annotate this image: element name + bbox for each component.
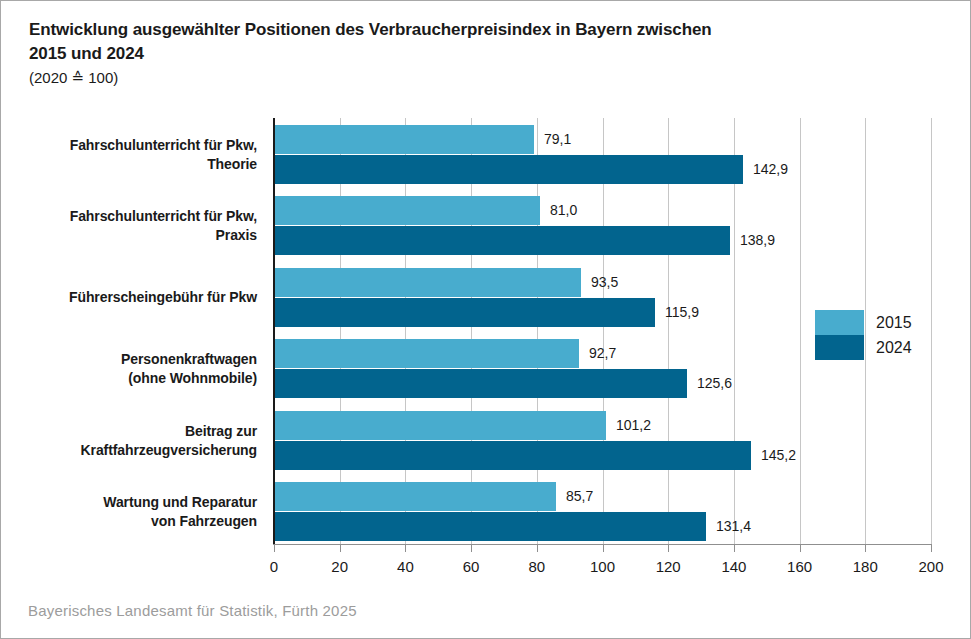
x-tick-label-40: 40 — [383, 558, 427, 575]
x-tick-120 — [668, 544, 669, 552]
x-tick-label-120: 120 — [646, 558, 690, 575]
bar-2015-0 — [274, 125, 534, 154]
x-tick-label-200: 200 — [909, 558, 953, 575]
value-label-2015-5: 85,7 — [566, 482, 593, 511]
category-label-2: Führerscheingebühr für Pkw — [19, 266, 257, 329]
x-tick-20 — [340, 544, 341, 552]
category-label-line: Beitrag zur — [19, 422, 257, 441]
value-label-2015-4: 101,2 — [616, 411, 651, 440]
bar-2024-3 — [274, 369, 687, 398]
bar-2024-5 — [274, 512, 706, 541]
legend-swatch-2015 — [815, 310, 864, 335]
value-label-2015-1: 81,0 — [550, 196, 577, 225]
legend: 20152024 — [815, 310, 912, 360]
x-tick-label-20: 20 — [318, 558, 362, 575]
value-label-2024-1: 138,9 — [740, 226, 775, 255]
x-tick-200 — [931, 544, 932, 552]
x-tick-100 — [603, 544, 604, 552]
bar-2024-4 — [274, 441, 751, 470]
legend-label-2015: 2015 — [876, 310, 912, 335]
category-label-1: Fahrschulunterricht für Pkw,Praxis — [19, 194, 257, 257]
x-tick-label-0: 0 — [252, 558, 296, 575]
plot-area: 79,1142,9Fahrschulunterricht für Pkw,The… — [1, 1, 971, 639]
x-tick-180 — [865, 544, 866, 552]
category-label-line: Wartung und Reparatur — [19, 493, 257, 512]
value-label-2024-2: 115,9 — [665, 298, 699, 327]
legend-item-2024: 2024 — [815, 335, 912, 360]
x-tick-60 — [471, 544, 472, 552]
value-label-2024-3: 125,6 — [697, 369, 732, 398]
bar-2015-2 — [274, 268, 581, 297]
x-tick-label-180: 180 — [843, 558, 887, 575]
value-label-2015-3: 92,7 — [589, 339, 616, 368]
category-label-0: Fahrschulunterricht für Pkw,Theorie — [19, 123, 257, 186]
value-label-2015-0: 79,1 — [544, 125, 571, 154]
category-label-line: Führerscheingebühr für Pkw — [19, 288, 257, 307]
x-tick-label-160: 160 — [778, 558, 822, 575]
category-label-line: von Fahrzeugen — [19, 512, 257, 531]
value-label-2015-2: 93,5 — [591, 268, 618, 297]
category-label-line: Fahrschulunterricht für Pkw, — [19, 207, 257, 226]
x-tick-label-100: 100 — [581, 558, 625, 575]
x-tick-0 — [274, 544, 275, 552]
x-tick-40 — [405, 544, 406, 552]
category-label-line: Kraftfahrzeugversicherung — [19, 441, 257, 460]
legend-swatch-2024 — [815, 335, 864, 360]
bar-2024-0 — [274, 155, 743, 184]
gridline-200 — [931, 118, 932, 544]
category-label-5: Wartung und Reparaturvon Fahrzeugen — [19, 480, 257, 543]
x-tick-label-60: 60 — [449, 558, 493, 575]
y-axis-line — [273, 118, 275, 544]
x-tick-140 — [734, 544, 735, 552]
legend-item-2015: 2015 — [815, 310, 912, 335]
category-label-line: Fahrschulunterricht für Pkw, — [19, 136, 257, 155]
value-label-2024-0: 142,9 — [753, 155, 788, 184]
chart-frame: Entwicklung ausgewählter Positionen des … — [0, 0, 971, 639]
x-tick-160 — [800, 544, 801, 552]
x-tick-80 — [537, 544, 538, 552]
x-tick-label-80: 80 — [515, 558, 559, 575]
bar-2015-1 — [274, 196, 540, 225]
value-label-2024-4: 145,2 — [761, 441, 796, 470]
category-label-line: Praxis — [19, 226, 257, 245]
bar-2015-5 — [274, 482, 556, 511]
category-label-4: Beitrag zurKraftfahrzeugversicherung — [19, 409, 257, 472]
category-label-3: Personenkraftwagen(ohne Wohnmobile) — [19, 337, 257, 400]
bar-2024-2 — [274, 298, 655, 327]
x-tick-label-140: 140 — [712, 558, 756, 575]
category-label-line: Theorie — [19, 155, 257, 174]
gridline-160 — [800, 118, 801, 544]
category-label-line: Personenkraftwagen — [19, 350, 257, 369]
bar-2015-4 — [274, 411, 606, 440]
source-note: Bayerisches Landesamt für Statistik, Für… — [28, 602, 357, 619]
legend-label-2024: 2024 — [876, 335, 912, 360]
category-label-line: (ohne Wohnmobile) — [19, 369, 257, 388]
value-label-2024-5: 131,4 — [716, 512, 751, 541]
bar-2024-1 — [274, 226, 730, 255]
bar-2015-3 — [274, 339, 579, 368]
